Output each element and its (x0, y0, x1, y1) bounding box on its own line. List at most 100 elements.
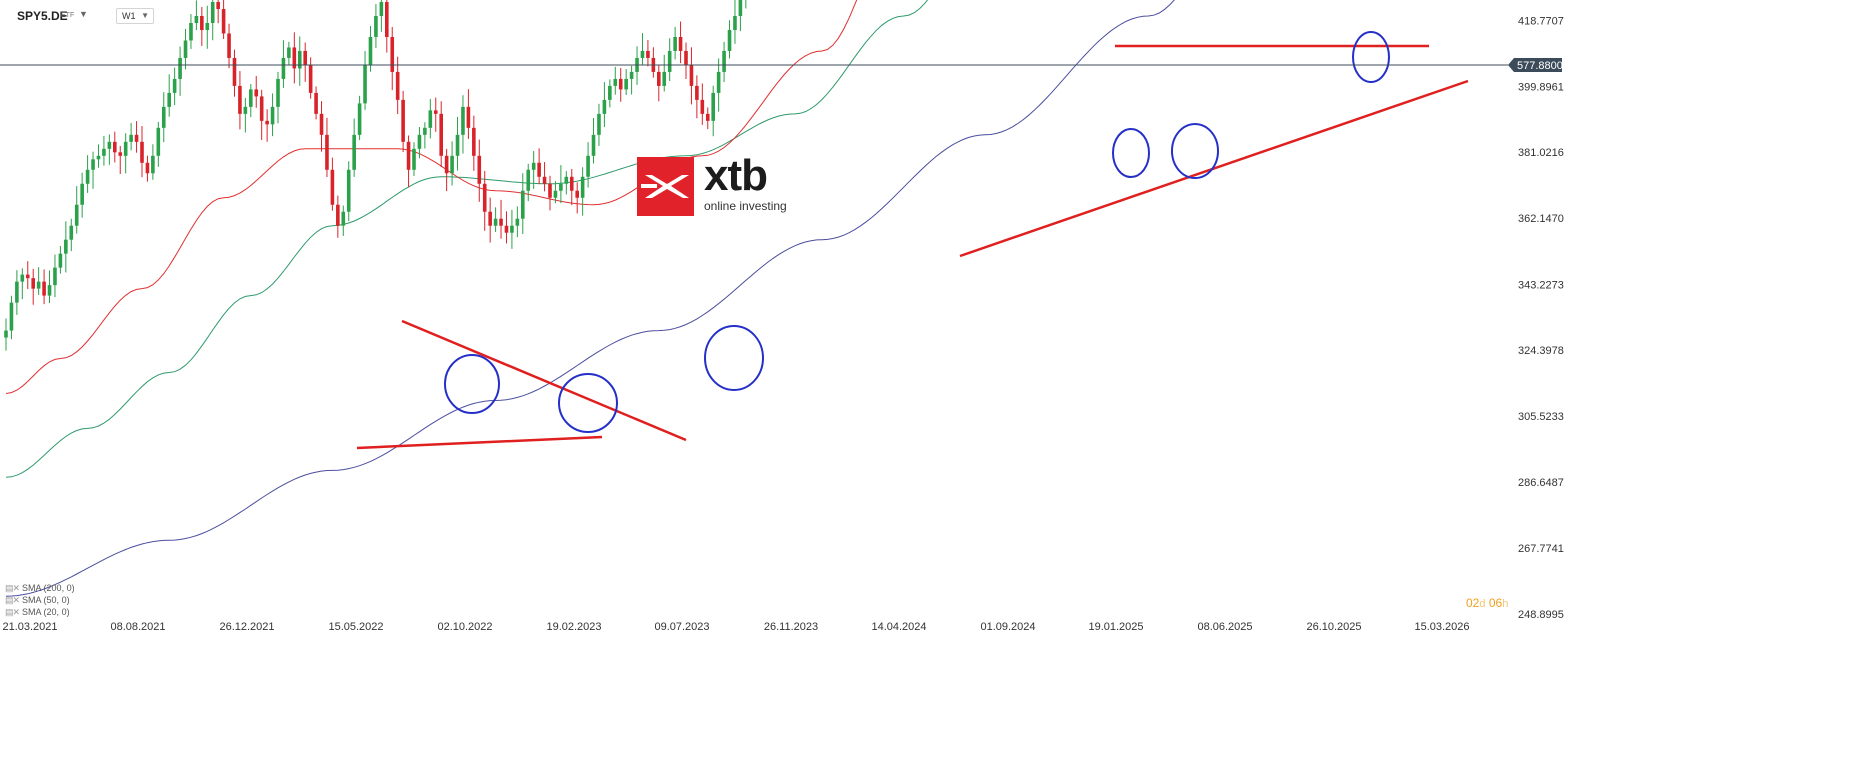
candle-body (477, 155, 482, 184)
x-tick-label: 15.03.2026 (1414, 621, 1469, 633)
candle-body (689, 64, 694, 86)
candle-body (433, 110, 438, 114)
candle-body (276, 78, 280, 107)
candle-body (379, 2, 384, 17)
current-price-marker: 577.8800 (0, 58, 1563, 72)
legend-sma-200[interactable]: ▤✕ SMA (200, 0) (5, 583, 75, 593)
candle-body (461, 106, 465, 135)
y-tick-label: 305.5233 (1518, 411, 1564, 423)
candle-body (455, 134, 460, 156)
candle-body (102, 148, 106, 156)
candle-body (395, 71, 400, 100)
candle-body (423, 127, 427, 135)
top-bar: SPY5.DE ETF ▼ W1 ▼ (0, 0, 1866, 30)
highlight-circle (444, 354, 500, 414)
sma-50-path (5, 0, 929, 478)
candle-body (450, 155, 454, 174)
candle-body (216, 2, 220, 10)
x-tick-label: 26.12.2021 (219, 621, 274, 633)
candle-body (4, 330, 8, 338)
candle-body (564, 176, 569, 184)
candle-body (129, 134, 133, 142)
candle-body (504, 225, 509, 233)
candle-body (510, 225, 514, 233)
candle-body (161, 106, 166, 128)
candle-body (499, 218, 503, 226)
candle-body (695, 85, 699, 100)
candle-body (308, 64, 313, 93)
legend-sma-50[interactable]: ▤✕ SMA (50, 0) (5, 595, 70, 605)
candle-body (618, 78, 623, 90)
candle-body (700, 99, 705, 114)
candle-body (493, 218, 498, 226)
candle-body (292, 47, 297, 69)
candle-body (368, 36, 373, 65)
candle-body (352, 134, 356, 170)
x-tick-label: 09.07.2023 (654, 621, 709, 633)
y-tick-label: 286.6487 (1518, 477, 1564, 489)
candle-body (602, 99, 607, 114)
candle-body (167, 92, 171, 107)
candle-body (53, 267, 57, 286)
candle-body (319, 113, 324, 135)
candle-body (91, 159, 95, 170)
candle-body (553, 190, 558, 198)
candle-body (705, 113, 710, 121)
candle-body (586, 155, 590, 177)
candle-body (200, 16, 204, 30)
candle-body (684, 50, 688, 65)
y-tick-label: 343.2273 (1518, 279, 1564, 291)
candle-body (80, 183, 84, 205)
candle-body (472, 127, 476, 156)
candle-body (646, 50, 650, 58)
y-tick-label: 418.7707 (1518, 15, 1564, 27)
candle-body (107, 141, 112, 149)
candle-body (183, 40, 188, 58)
annotations (356, 31, 1469, 450)
candle-body (221, 9, 226, 34)
candle-body (559, 183, 563, 191)
candle-body (629, 71, 634, 79)
y-tick-label: 381.0216 (1518, 147, 1564, 159)
x-axis: 21.03.2021 08.08.2021 26.12.2021 15.05.2022… (2, 621, 1469, 633)
candle-body (118, 152, 123, 156)
candle-body (542, 176, 547, 184)
symbol-dropdown-icon[interactable]: ▼ (79, 9, 88, 19)
candle-body (156, 127, 161, 156)
timeframe-select[interactable]: W1 ▼ (116, 8, 154, 24)
candle-body (189, 22, 193, 41)
sma-20-path (5, 0, 858, 394)
candle-body (336, 204, 340, 226)
y-axis: 588.6419569.7673550.8927532.0182513.1436… (1518, 15, 1564, 621)
candle-body (85, 169, 90, 184)
candle-body (521, 190, 525, 219)
timeframe-value: W1 (122, 11, 136, 21)
candle-body (531, 162, 536, 170)
candle-body (346, 169, 351, 212)
symbol-type-label: ETF (61, 12, 75, 19)
candle-body (194, 16, 199, 23)
sma-20-line (5, 0, 858, 394)
candle-body (716, 71, 721, 93)
symbol-label[interactable]: SPY5.DE (17, 9, 68, 23)
candle-body (205, 22, 210, 30)
legend-sma-20[interactable]: ▤✕ SMA (20, 0) (5, 607, 70, 617)
candle-body (270, 106, 275, 125)
candle-body (466, 106, 471, 128)
y-tick-label: 399.8961 (1518, 81, 1564, 93)
candle-body (657, 71, 661, 86)
x-tick-label: 14.04.2024 (871, 621, 926, 633)
trendline (959, 79, 1469, 258)
candle-body (254, 89, 259, 97)
candle-body (537, 162, 541, 177)
candle-body (281, 57, 286, 79)
candle-body (330, 169, 335, 205)
candle-body (662, 71, 667, 86)
candle-body (140, 141, 144, 163)
candle-body (401, 99, 405, 142)
candle-body (64, 239, 68, 254)
candle-body (488, 211, 492, 226)
candle-body (134, 134, 139, 142)
y-tick-label: 324.3978 (1518, 345, 1564, 357)
